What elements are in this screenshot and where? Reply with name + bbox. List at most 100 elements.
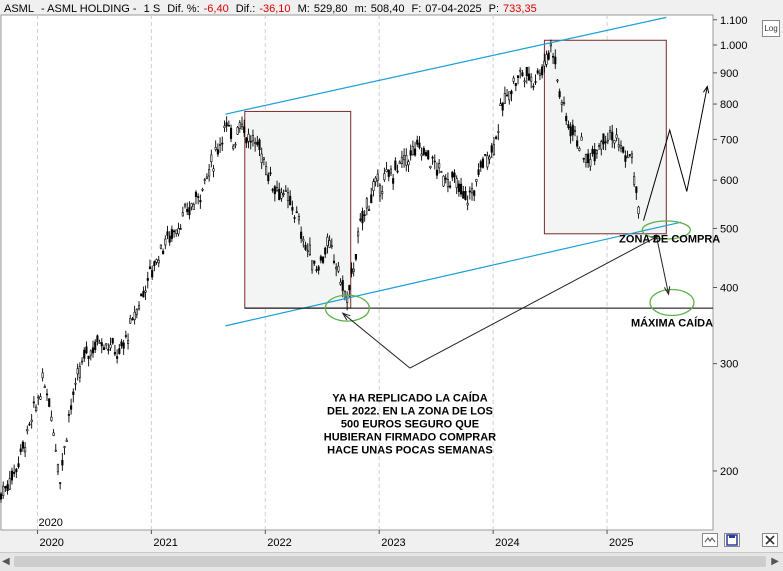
candle-body xyxy=(622,146,625,153)
candle-body xyxy=(381,191,384,194)
save-icon[interactable] xyxy=(724,533,740,547)
candle-body xyxy=(65,439,68,442)
candle-body xyxy=(240,123,244,128)
candle-body xyxy=(464,191,467,200)
candle-body xyxy=(135,309,138,315)
candle-body xyxy=(85,346,88,354)
candle-body xyxy=(451,171,454,178)
dif-pct-label: Dif. %: xyxy=(167,3,200,15)
candle-body xyxy=(455,178,458,188)
candle-body xyxy=(405,155,408,166)
candle-body xyxy=(628,154,631,156)
candle-body xyxy=(435,169,439,176)
annotation-maxima-caida: MÁXIMA CAÍDA xyxy=(631,317,713,330)
candle-body xyxy=(490,145,493,153)
log-scale-icon[interactable]: Log xyxy=(762,20,780,37)
candle-body xyxy=(374,177,377,183)
candle-body xyxy=(232,145,235,149)
candle-body xyxy=(91,347,95,354)
y-tick-label: 1.100 xyxy=(720,15,748,27)
candle-body xyxy=(350,268,353,275)
dif-label: Dif.: xyxy=(235,3,256,15)
candle-body xyxy=(94,341,97,350)
candle-body xyxy=(339,281,342,285)
candle-body xyxy=(600,141,603,150)
candle-body xyxy=(354,254,357,260)
candle-body xyxy=(385,169,388,172)
candle-body xyxy=(598,145,601,147)
candle-body xyxy=(219,144,222,146)
candle-body xyxy=(142,291,145,298)
candle-body xyxy=(315,269,318,271)
candle-body xyxy=(363,214,366,216)
candle-body xyxy=(519,69,522,72)
company-name: - ASML HOLDING - xyxy=(41,3,137,15)
candle-body xyxy=(536,70,539,74)
candle-body xyxy=(411,146,414,155)
callout-arrowhead-2 xyxy=(650,235,660,243)
candle-body xyxy=(295,211,298,214)
candle-body xyxy=(177,228,180,235)
candle-body xyxy=(567,124,570,128)
candle-body xyxy=(120,341,123,347)
candle-body xyxy=(39,396,42,400)
candle-body xyxy=(453,172,456,178)
candle-body xyxy=(512,77,515,82)
candle-body xyxy=(118,348,121,354)
candle-body xyxy=(151,270,154,278)
candle-body xyxy=(630,153,634,158)
scroll-right-icon[interactable]: ▶ xyxy=(771,556,779,567)
candle-body xyxy=(576,140,579,147)
callout-arrow-1 xyxy=(342,312,411,369)
close-icon[interactable] xyxy=(762,533,778,547)
candle-body xyxy=(617,144,620,148)
candle-body xyxy=(348,285,351,291)
candle-body xyxy=(223,125,226,128)
candle-body xyxy=(637,206,640,215)
candle-body xyxy=(254,142,257,145)
candle-body xyxy=(619,145,623,149)
candle-body xyxy=(573,129,577,132)
candle-body xyxy=(76,368,79,375)
y-tick-label: 400 xyxy=(720,282,738,294)
candle-body xyxy=(63,446,66,448)
candle-body xyxy=(291,207,294,211)
candle-body xyxy=(457,183,460,192)
candle-body xyxy=(102,347,106,351)
highlight-ellipse-2 xyxy=(641,220,691,240)
candle-body xyxy=(21,441,24,449)
candle-body xyxy=(249,140,252,143)
annotation-zona-de-compra: ZONA DE COMPRA xyxy=(619,234,720,246)
candle-body xyxy=(438,163,441,169)
candle-body xyxy=(280,192,283,199)
annotation-callout: 500 EUROS SEGURO QUE xyxy=(341,419,479,431)
candle-body xyxy=(602,133,605,145)
candle-body xyxy=(0,493,3,500)
candle-body xyxy=(313,260,316,264)
candle-body xyxy=(131,318,134,321)
candle-body xyxy=(378,184,382,197)
candle-body xyxy=(357,231,360,237)
candle-body xyxy=(365,198,368,209)
candle-body xyxy=(488,156,491,160)
candle-body xyxy=(148,266,152,270)
candle-body xyxy=(221,142,224,145)
zone-box-1 xyxy=(244,110,352,309)
candle-body xyxy=(227,124,230,127)
candle-body xyxy=(286,192,290,201)
candle-body xyxy=(6,484,9,492)
candle-body xyxy=(236,127,239,135)
candle-body xyxy=(510,90,513,95)
candle-body xyxy=(262,157,265,160)
scroll-left-icon[interactable]: ◀ xyxy=(2,556,10,567)
candle-body xyxy=(468,190,471,193)
scroll-thumb[interactable] xyxy=(14,556,766,567)
candle-body xyxy=(208,169,211,177)
horizontal-scrollbar[interactable]: ◀ ▶ xyxy=(0,552,783,571)
annotation-callout: HACE UNAS POCAS SEMANAS xyxy=(327,445,493,457)
autoscale-icon[interactable] xyxy=(702,533,718,547)
candle-body xyxy=(56,464,60,473)
axes-layer: 1.100 1.000 900 800 700 600 500 400 300 200 2020 20… xyxy=(36,15,748,549)
ticker: ASML xyxy=(4,3,34,15)
candle-body xyxy=(324,247,327,255)
